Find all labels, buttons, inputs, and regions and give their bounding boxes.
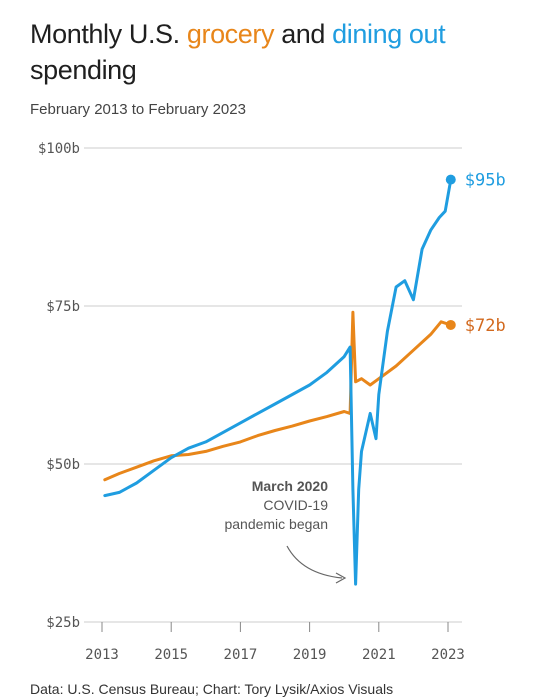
series-end-point [445,174,456,185]
title-part2: and [274,19,333,49]
x-tick-label: 2013 [85,647,119,663]
x-tick-label: 2015 [154,647,188,663]
y-tick-label: $75b [46,299,80,315]
series-line-grocery [103,310,453,482]
x-tick-label: 2017 [224,647,258,663]
series-end-label: $95b [465,171,506,191]
annotation-arrow [286,545,343,579]
y-tick-label: $25b [46,615,80,631]
x-tick-label: 2023 [431,647,465,663]
x-tick-label: 2021 [362,647,396,663]
chart-subtitle: February 2013 to February 2023 [30,101,246,118]
y-tick-label: $50b [46,457,80,473]
series-line-dining-out [103,178,453,586]
annotation-title: March 2020 [252,478,328,494]
chart-title: Monthly U.S. grocery and dining out spen… [30,16,540,88]
y-tick-label: $100b [38,141,80,157]
title-grocery: grocery [186,19,275,49]
source-credit: Data: U.S. Census Bureau; Chart: Tory Ly… [30,681,394,697]
title-part1: Monthly U.S. [30,19,187,49]
annotation-line: COVID-19 [263,497,328,513]
x-tick-label: 2019 [293,647,327,663]
series-end-point [445,319,456,330]
annotation-arrowhead [335,572,347,584]
title-dining: dining out [332,19,446,49]
series-end-label: $72b [465,316,506,336]
annotation-line: pandemic began [224,516,328,532]
title-part3: spending [30,55,137,85]
